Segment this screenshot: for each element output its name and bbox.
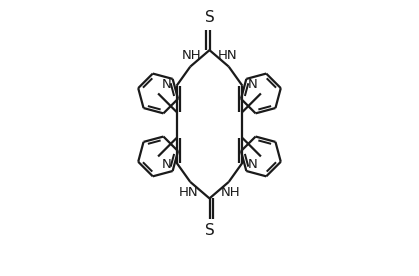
Text: N: N xyxy=(248,158,258,171)
Text: NH: NH xyxy=(220,186,240,199)
Text: N: N xyxy=(161,78,171,91)
Text: S: S xyxy=(204,223,215,238)
Text: N: N xyxy=(248,78,258,91)
Text: HN: HN xyxy=(179,186,199,199)
Text: NH: NH xyxy=(182,49,202,62)
Text: HN: HN xyxy=(217,49,237,62)
Text: N: N xyxy=(161,158,171,171)
Text: S: S xyxy=(204,10,215,25)
